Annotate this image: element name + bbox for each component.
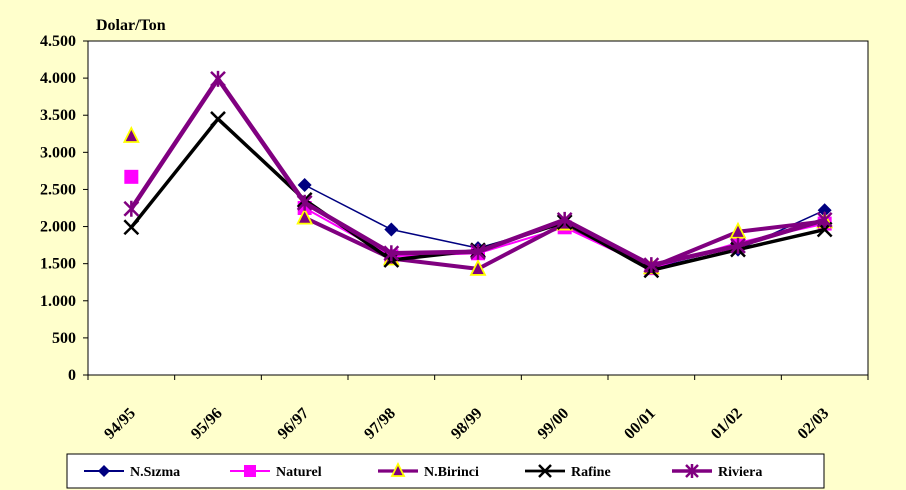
marker-diamond: [384, 222, 399, 237]
x-tick-label: 98/99: [448, 405, 486, 443]
marker-diamond: [297, 177, 312, 192]
series-riviera: [123, 70, 833, 274]
legend-label: Rafine: [571, 465, 611, 480]
x-tick-label: 96/97: [275, 405, 313, 443]
legend-item: N.Sızma: [84, 465, 180, 480]
x-tick-label: 00/01: [621, 405, 659, 443]
marker-x: [210, 111, 226, 127]
legend-label: N.Birinci: [424, 465, 479, 480]
y-tick-label: 1.500: [40, 256, 76, 273]
y-tick-label: 2.500: [40, 181, 76, 198]
series-layer: [122, 70, 834, 279]
y-tick-label: 3.000: [40, 144, 76, 161]
y-tick-label: 2.000: [40, 219, 76, 236]
marker-triangle: [469, 258, 487, 276]
x-tick-label: 01/02: [708, 405, 746, 443]
marker-x: [123, 219, 140, 236]
legend-label: Riviera: [718, 465, 762, 480]
legend-item: Rafine: [525, 464, 611, 480]
marker-triangle: [390, 461, 406, 477]
legend-item: N.Birinci: [378, 461, 479, 480]
x-tick-label: 99/00: [535, 405, 573, 443]
legend-label: N.Sızma: [130, 465, 180, 480]
marker-square: [124, 169, 139, 184]
legend-item: Naturel: [230, 465, 322, 480]
y-tick-label: 500: [52, 330, 76, 347]
y-tick-label: 1.000: [40, 293, 76, 310]
x-tick-label: 95/96: [188, 405, 226, 443]
y-tick-label: 4.000: [40, 70, 76, 87]
x-tick-label: 02/03: [795, 405, 833, 443]
marker-diamond: [98, 465, 110, 477]
x-axis: 94/95 95/96 96/97 97/98 98/99 99/00 00/01 01/02…: [87, 375, 869, 443]
marker-triangle: [296, 207, 314, 225]
x-tick-label: 94/95: [101, 405, 139, 443]
legend-item: Riviera: [672, 464, 762, 480]
legend-label: Naturel: [276, 465, 322, 480]
y-tick-label: 3.500: [40, 107, 76, 124]
marker-triangle: [729, 221, 747, 239]
x-tick-label: 97/98: [361, 405, 399, 443]
marker-x: [538, 464, 552, 478]
marker-triangle: [122, 125, 140, 143]
marker-square: [244, 465, 256, 477]
marker-diamond: [817, 203, 832, 218]
plot-area: [87, 40, 869, 376]
y-tick-label: 4.500: [40, 33, 76, 50]
y-axis-label: Dolar/Ton: [96, 17, 166, 34]
y-axis: 0 500 1.000 1.500 2.000 2.500 3.000 3.500 4.000 4…: [40, 33, 88, 384]
legend: N.Sızma Naturel N.Birinci Rafine Riviera: [66, 453, 825, 489]
y-tick-label: 0: [68, 367, 76, 384]
